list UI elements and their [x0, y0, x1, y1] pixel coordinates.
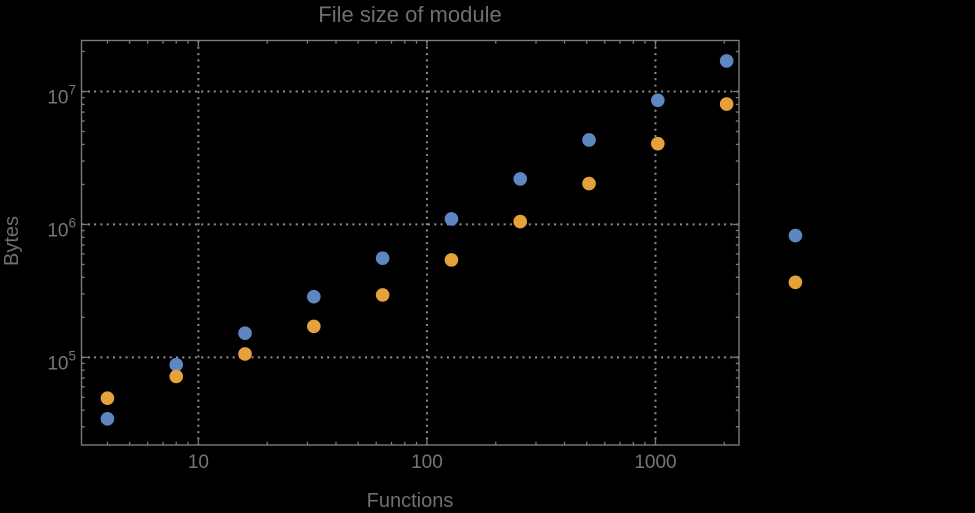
series-orange-points: [100, 97, 803, 405]
data-point-blue: [100, 411, 115, 426]
x-tick-label: 1000: [634, 452, 676, 473]
data-point-orange: [169, 369, 184, 384]
data-point-blue: [307, 289, 321, 304]
x-axis-label: Functions: [366, 490, 454, 512]
data-point-orange: [651, 136, 665, 151]
data-point-orange: [238, 347, 252, 361]
data-point-blue: [444, 212, 459, 226]
data-point-orange: [444, 253, 459, 267]
chart-title: File size of module: [318, 2, 502, 27]
data-point-orange: [100, 391, 115, 405]
y-tick-label: 106: [47, 215, 76, 241]
data-point-blue: [238, 326, 252, 340]
data-point-orange: [788, 275, 803, 290]
series-blue-points: [100, 54, 803, 426]
y-tick-label: 105: [47, 348, 76, 374]
data-point-blue: [169, 357, 184, 372]
data-point-orange: [513, 214, 528, 229]
data-point-orange: [307, 319, 321, 334]
data-point-blue: [375, 251, 390, 266]
gridlines: [81, 40, 739, 445]
x-tick-labels: 10 100 1000: [188, 452, 677, 473]
x-tick-label: 10: [188, 452, 209, 473]
data-point-blue: [719, 54, 734, 68]
plot-frame: [80, 39, 740, 446]
axis-ticks: [81, 40, 739, 445]
data-point-blue: [788, 228, 803, 243]
y-tick-labels: 105 106 107: [47, 83, 76, 375]
x-tick-label: 100: [411, 452, 443, 473]
data-point-orange: [375, 288, 390, 302]
data-point-blue: [582, 133, 596, 147]
y-axis-label: Bytes: [1, 215, 23, 267]
data-point-orange: [582, 176, 596, 191]
data-point-orange: [719, 97, 734, 111]
data-point-blue: [651, 93, 665, 108]
y-tick-label: 107: [47, 83, 76, 109]
data-point-blue: [513, 172, 528, 186]
